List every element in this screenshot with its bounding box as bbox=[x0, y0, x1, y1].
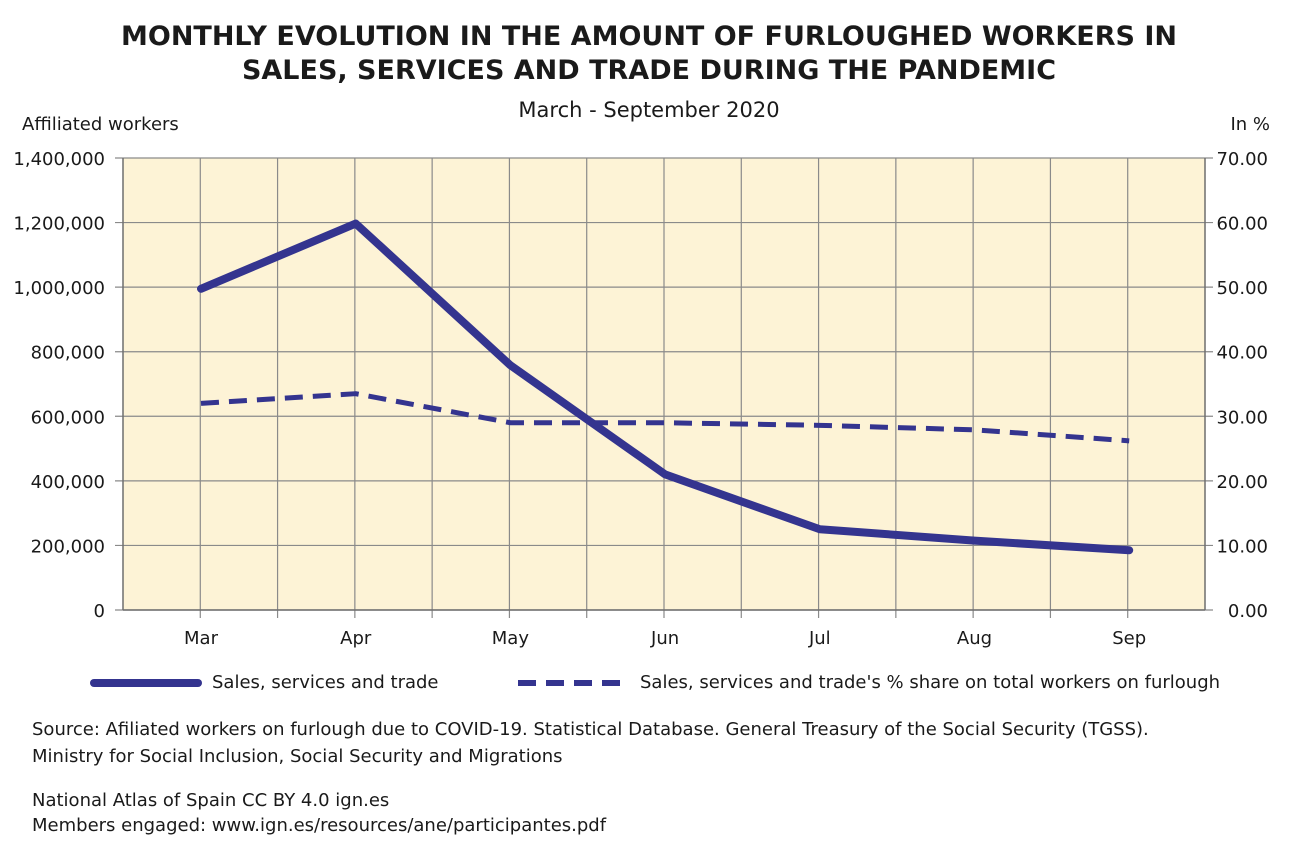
x-tick-label: Jul bbox=[808, 628, 831, 649]
x-tick-label: May bbox=[492, 628, 530, 649]
legend-swatch-dashed bbox=[518, 679, 630, 686]
legend-label-share: Sales, services and trade's % share on t… bbox=[640, 672, 1221, 693]
legend-item-workers: Sales, services and trade bbox=[90, 672, 439, 693]
y-tick-label-right: 50.00 bbox=[1216, 278, 1268, 299]
y-tick-label-left: 0 bbox=[94, 601, 105, 622]
x-tick-label: Jun bbox=[650, 628, 679, 649]
y-tick-label-left: 1,000,000 bbox=[13, 278, 105, 299]
y-axis-label-left: Affiliated workers bbox=[22, 114, 179, 135]
x-tick-label: Mar bbox=[184, 628, 219, 649]
y-tick-label-left: 800,000 bbox=[31, 343, 105, 364]
legend-item-share: Sales, services and trade's % share on t… bbox=[518, 672, 1220, 693]
x-tick-label: Aug bbox=[957, 628, 992, 649]
y-tick-label-left: 200,000 bbox=[31, 536, 105, 557]
y-tick-label-right: 20.00 bbox=[1216, 472, 1268, 493]
credits: National Atlas of Spain CC BY 4.0 ign.es… bbox=[32, 788, 606, 838]
series-line-furloughed-workers bbox=[197, 219, 1134, 555]
y-tick-label-right: 10.00 bbox=[1216, 536, 1268, 557]
chart-title: MONTHLY EVOLUTION IN THE AMOUNT OF FURLO… bbox=[0, 20, 1298, 88]
x-tick-label: Sep bbox=[1112, 628, 1146, 649]
x-tick-label: Apr bbox=[340, 628, 372, 649]
source-line-1: Source: Afiliated workers on furlough du… bbox=[32, 719, 1149, 740]
legend: Sales, services and trade Sales, service… bbox=[0, 672, 1298, 702]
y-tick-label-right: 70.00 bbox=[1216, 149, 1268, 170]
y-tick-label-left: 400,000 bbox=[31, 472, 105, 493]
source-note: Source: Afiliated workers on furlough du… bbox=[32, 716, 1149, 770]
y-tick-label-left: 600,000 bbox=[31, 407, 105, 428]
chart-title-line-2: SALES, SERVICES AND TRADE DURING THE PAN… bbox=[241, 55, 1057, 86]
y-axis-label-right: In % bbox=[1230, 114, 1270, 135]
y-tick-label-left: 1,400,000 bbox=[13, 149, 105, 170]
chart-title-line-1: MONTHLY EVOLUTION IN THE AMOUNT OF FURLO… bbox=[121, 21, 1177, 52]
legend-swatch-solid bbox=[90, 678, 202, 687]
legend-label-workers: Sales, services and trade bbox=[212, 672, 439, 693]
chart-subtitle: March - September 2020 bbox=[518, 98, 780, 122]
credit-line-2: Members engaged: www.ign.es/resources/an… bbox=[32, 815, 607, 836]
y-tick-label-right: 0.00 bbox=[1228, 601, 1268, 622]
y-tick-label-left: 1,200,000 bbox=[13, 214, 105, 235]
y-tick-label-right: 40.00 bbox=[1216, 343, 1268, 364]
y-tick-label-right: 30.00 bbox=[1216, 407, 1268, 428]
source-line-2: Ministry for Social Inclusion, Social Se… bbox=[32, 746, 563, 767]
credit-line-1: National Atlas of Spain CC BY 4.0 ign.es bbox=[32, 790, 390, 811]
y-tick-label-right: 60.00 bbox=[1216, 214, 1268, 235]
series-line-share-percent bbox=[200, 391, 1130, 444]
